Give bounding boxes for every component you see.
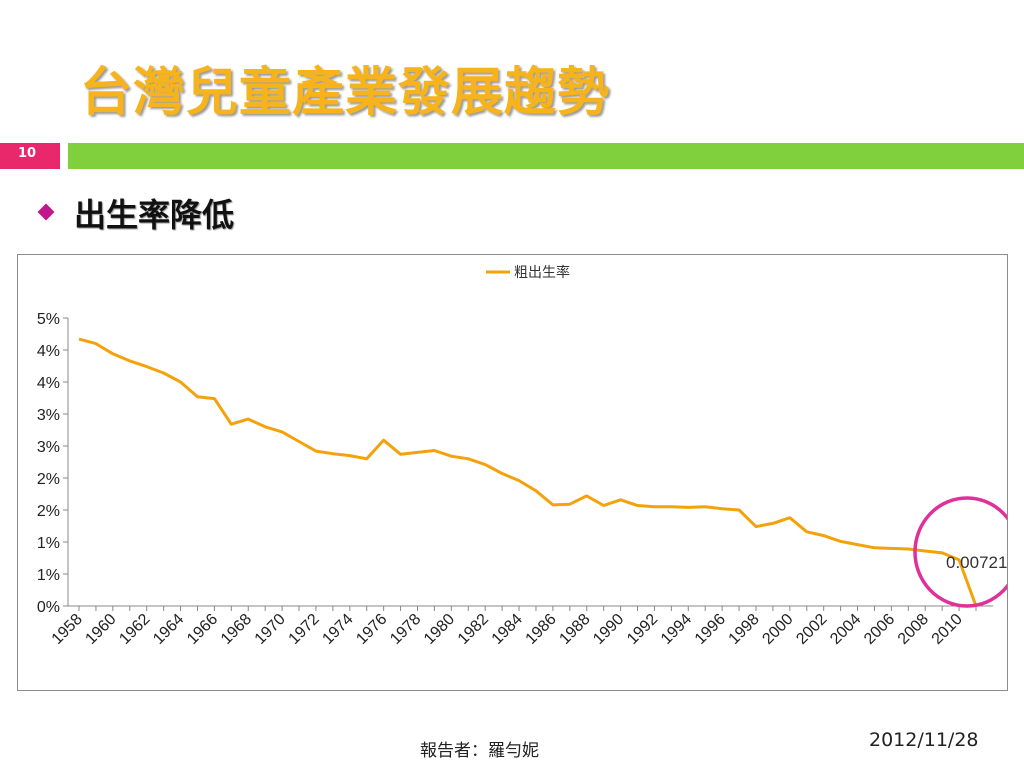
birth-rate-chart: 粗出生率 0%1%1%2%2%3%3%4%4%5% 19581960196219… (37, 264, 1021, 648)
y-tick-label: 2% (37, 503, 60, 520)
x-tick-label: 1982 (455, 611, 492, 648)
x-tick-label: 1968 (218, 611, 255, 648)
x-tick-label: 2000 (759, 611, 796, 648)
x-tick-label: 1974 (319, 611, 356, 648)
x-tick-label: 1964 (150, 611, 187, 648)
x-tick-label: 1998 (726, 611, 763, 648)
footer-presenter: 報告者：羅勻妮 (420, 741, 539, 761)
y-tick-label: 3% (37, 407, 60, 424)
x-tick-label: 1984 (489, 611, 526, 648)
x-tick-label: 1988 (556, 611, 593, 648)
x-tick-label: 1966 (184, 611, 221, 648)
x-tick-label: 1958 (49, 611, 86, 648)
end-value-label: 0.00721 (946, 553, 1007, 572)
x-tick-label: 1972 (286, 611, 323, 648)
y-tick-label: 3% (37, 439, 60, 456)
x-tick-label: 2010 (929, 611, 966, 648)
y-tick-label: 1% (37, 567, 60, 584)
plot-area (78, 337, 978, 607)
accent-bar (68, 143, 1024, 169)
series-line (78, 337, 978, 607)
x-tick-label: 2002 (793, 611, 830, 648)
x-tick-label: 1980 (421, 611, 458, 648)
x-tick-label: 1962 (116, 611, 153, 648)
y-tick-label: 2% (37, 471, 60, 488)
x-tick-label: 1986 (523, 611, 560, 648)
x-axis: 1958196019621964196619681970197219741976… (49, 605, 993, 648)
y-tick-label: 5% (37, 311, 60, 328)
x-tick-label: 2008 (895, 611, 932, 648)
x-tick-label: 1990 (590, 611, 627, 648)
x-tick-label: 1994 (658, 611, 695, 648)
bullet-text: 出生率降低 (74, 196, 235, 234)
x-tick-label: 1970 (252, 611, 289, 648)
x-tick-label: 1992 (624, 611, 661, 648)
footer-date: 2012/11/28 (869, 729, 979, 751)
chart-legend: 粗出生率 (486, 264, 570, 280)
legend-label: 粗出生率 (514, 264, 570, 280)
y-tick-label: 0% (37, 599, 60, 616)
x-tick-label: 1996 (692, 611, 729, 648)
slide-number: 10 (0, 143, 60, 169)
x-tick-label: 2006 (861, 611, 898, 648)
y-axis: 0% 1% 1% 2% 2% 3% 3% 4% 4% 5% (37, 311, 69, 616)
y-tick-label: 4% (37, 343, 60, 360)
chart-frame: 粗出生率 0% 1% 1% 2% 2% 3% 3% 4% 4% 5% 1958 1960 1962 19… (17, 254, 1021, 691)
bullet-diamond-icon (37, 203, 55, 221)
y-tick-label: 4% (37, 375, 60, 392)
slide-title: 台灣兒童產業發展趨勢 (80, 63, 611, 123)
x-tick-label: 1960 (82, 611, 119, 648)
x-tick-label: 2004 (827, 611, 864, 648)
x-tick-label: 1978 (387, 611, 424, 648)
y-tick-label: 1% (37, 535, 60, 552)
x-tick-label: 1976 (353, 611, 390, 648)
